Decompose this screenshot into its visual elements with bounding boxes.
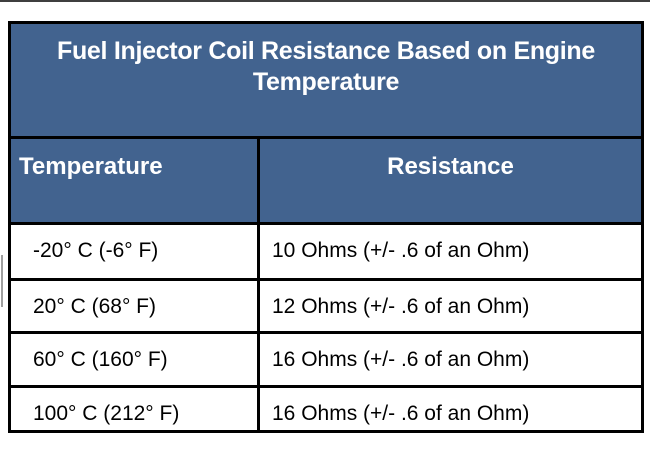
- table-row: -20° C (-6° F) 10 Ohms (+/- .6 of an Ohm…: [11, 222, 641, 278]
- fuel-injector-resistance-table: Fuel Injector Coil Resistance Based on E…: [8, 21, 644, 433]
- column-header-temperature: Temperature: [11, 139, 260, 222]
- table-row: 20° C (68° F) 12 Ohms (+/- .6 of an Ohm): [11, 278, 641, 331]
- resistance-cell: 12 Ohms (+/- .6 of an Ohm): [272, 295, 530, 318]
- left-tick-mark: [1, 255, 3, 307]
- table-row: 60° C (160° F) 16 Ohms (+/- .6 of an Ohm…: [11, 331, 641, 385]
- resistance-cell: 16 Ohms (+/- .6 of an Ohm): [272, 348, 530, 371]
- table-row: 100° C (212° F) 16 Ohms (+/- .6 of an Oh…: [11, 385, 641, 430]
- table-title-row: Fuel Injector Coil Resistance Based on E…: [11, 24, 641, 136]
- temperature-cell: 20° C (68° F): [11, 281, 260, 331]
- temperature-cell: 100° C (212° F): [11, 388, 260, 430]
- table-title: Fuel Injector Coil Resistance Based on E…: [56, 37, 595, 96]
- resistance-cell: 16 Ohms (+/- .6 of an Ohm): [272, 402, 530, 425]
- table-header-row: Temperature Resistance: [11, 136, 641, 222]
- top-rule-divider: [0, 0, 650, 2]
- temperature-cell: 60° C (160° F): [11, 334, 260, 385]
- resistance-cell: 10 Ohms (+/- .6 of an Ohm): [272, 239, 530, 262]
- column-header-resistance: Resistance: [387, 153, 514, 180]
- temperature-cell: -20° C (-6° F): [11, 225, 260, 278]
